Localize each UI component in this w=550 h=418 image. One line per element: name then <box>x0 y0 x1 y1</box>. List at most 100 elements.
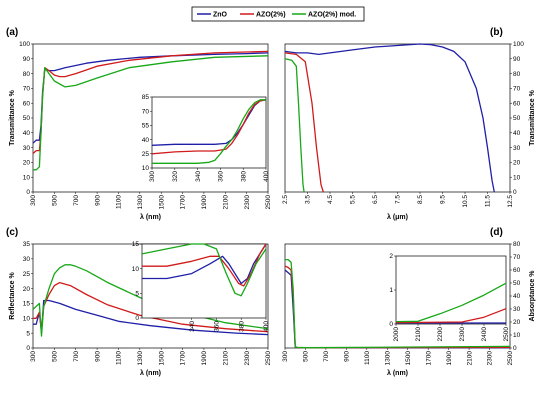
x-tick-label: 320 <box>172 171 179 182</box>
x-tick-label: 1300 <box>137 195 144 210</box>
x-tick-label: 340 <box>189 321 196 332</box>
y-tick-label: 20 <box>513 319 521 326</box>
plot-frame <box>284 43 511 193</box>
y-tick-label: 10 <box>513 174 521 181</box>
x-tick-label: 400 <box>263 321 270 332</box>
y-tick-label: 10 <box>132 266 140 273</box>
x-tick-label: 4.5 <box>327 195 334 204</box>
y-tick-label: 0 <box>135 315 139 322</box>
x-tick-label: 360 <box>218 171 225 182</box>
x-axis-label: λ (nm) <box>140 213 161 221</box>
y-tick-label: 90 <box>513 56 521 63</box>
y-tick-label: 10 <box>23 174 31 181</box>
y-tick-label: 70 <box>142 108 150 115</box>
y-tick-label: 30 <box>23 145 31 152</box>
x-tick-label: 6.5 <box>372 195 379 204</box>
x-tick-label: 3.5 <box>305 195 312 204</box>
y-tick-label: 70 <box>23 86 31 93</box>
x-tick-label: 300 <box>149 171 156 182</box>
y-tick-label: 0 <box>513 345 517 352</box>
y-tick-label: 100 <box>513 41 524 48</box>
x-tick-label: 5.5 <box>350 195 357 204</box>
x-tick-label: 400 <box>263 171 270 182</box>
y-tick-label: 80 <box>513 71 521 78</box>
x-tick-label: 10.5 <box>462 195 469 208</box>
x-tick-label: 1900 <box>201 351 208 366</box>
y-tick-label: 20 <box>513 160 521 167</box>
y-tick-label: 70 <box>513 254 521 261</box>
x-tick-label: 12.5 <box>507 195 514 208</box>
series-line-azo-2 <box>395 308 507 324</box>
x-tick-label: 2100 <box>415 327 422 342</box>
x-tick-label: 500 <box>52 195 59 206</box>
x-tick-label: 7.5 <box>395 195 402 204</box>
series-line-azo-2 <box>151 99 267 155</box>
x-tick-label: 1100 <box>116 195 123 209</box>
x-axis-label: λ (nm) <box>140 369 161 377</box>
x-tick-label: 900 <box>94 195 101 206</box>
x-tick-label: 2100 <box>222 195 229 210</box>
x-tick-label: 1700 <box>180 195 187 210</box>
y-tick-label: 25 <box>23 271 31 278</box>
x-tick-label: 2000 <box>393 327 400 342</box>
y-tick-label: 30 <box>513 145 521 152</box>
panel-label: (d) <box>490 227 503 238</box>
y-axis-label: Reflectance % <box>9 271 16 319</box>
x-tick-label: 2300 <box>244 351 251 366</box>
y-tick-label: 100 <box>19 41 30 48</box>
x-tick-label: 2300 <box>487 351 494 366</box>
x-tick-label: 380 <box>240 171 247 182</box>
plot-frame <box>151 96 267 169</box>
x-tick-label: 380 <box>238 321 245 332</box>
x-tick-label: 2300 <box>244 195 251 210</box>
x-tick-label: 8.5 <box>417 195 424 204</box>
y-tick-label: 25 <box>142 151 150 158</box>
x-tick-label: 700 <box>73 195 80 206</box>
panel-dinset: 0 1 2 2000 2100 2200 2300 2400 2500 <box>389 253 510 341</box>
x-tick-label: 700 <box>73 351 80 362</box>
panel-ainset: 10 25 40 55 70 85 300 320 340 360 380 400 <box>142 94 270 182</box>
y-tick-label: 10 <box>23 315 31 322</box>
panel-cinset: 0 5 10 15 340 360 380 400 <box>132 241 270 332</box>
y-tick-label: 30 <box>513 306 521 313</box>
x-tick-label: 11.5 <box>485 195 492 208</box>
series-line-azo-2-mod <box>33 55 269 171</box>
series-line-zno <box>32 52 269 144</box>
x-tick-label: 1900 <box>201 195 208 210</box>
series-line-azo-2-mod <box>152 99 266 164</box>
x-tick-label: 900 <box>94 351 101 362</box>
x-tick-label: 300 <box>30 195 37 206</box>
panel-label: (c) <box>6 227 18 238</box>
x-tick-label: 500 <box>303 351 310 362</box>
x-tick-label: 2400 <box>481 327 488 342</box>
x-tick-label: 1500 <box>158 195 165 210</box>
x-tick-label: 340 <box>195 171 202 182</box>
x-tick-label: 2.5 <box>282 195 289 204</box>
y-tick-label: 1 <box>389 287 393 294</box>
y-tick-label: 0 <box>26 189 30 196</box>
x-tick-label: 1700 <box>425 351 432 366</box>
y-tick-label: 80 <box>513 241 521 248</box>
legend-label-azo-mod: AZO(2%) mod. <box>308 12 356 19</box>
x-tick-label: 2100 <box>466 351 473 366</box>
y-tick-label: 15 <box>23 301 31 308</box>
x-tick-label: 2500 <box>265 195 272 210</box>
x-tick-label: 2200 <box>437 327 444 342</box>
y-tick-label: 5 <box>135 291 139 298</box>
x-tick-label: 1700 <box>180 351 187 366</box>
y-tick-label: 60 <box>23 100 31 107</box>
y-tick-label: 40 <box>513 293 521 300</box>
y-tick-label: 35 <box>23 241 31 248</box>
x-tick-label: 2100 <box>222 351 229 366</box>
y-tick-label: 55 <box>142 123 150 130</box>
y-axis-label: Absorptance % <box>529 270 536 322</box>
series-line-zno <box>284 43 495 193</box>
y-tick-label: 10 <box>142 165 150 172</box>
series-line-azo-2-mod <box>395 282 507 323</box>
y-tick-label: 50 <box>513 280 521 287</box>
y-tick-label: 0 <box>26 345 30 352</box>
y-tick-label: 20 <box>23 286 31 293</box>
series-line-zno <box>142 243 267 285</box>
y-axis-label: Transmittance % <box>529 89 536 145</box>
series-line-azo-2-mod <box>285 258 511 349</box>
